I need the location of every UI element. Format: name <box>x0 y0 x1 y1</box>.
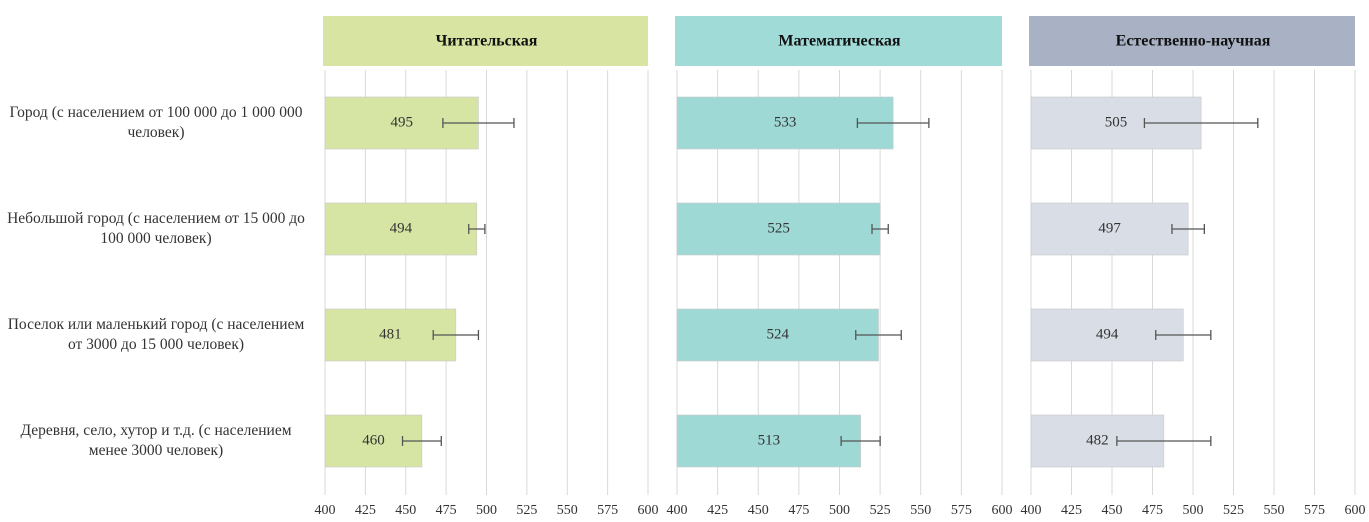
x-tick-label: 500 <box>829 503 850 518</box>
value-label: 495 <box>390 114 413 130</box>
bar <box>676 308 879 362</box>
x-tick-label: 550 <box>557 503 578 518</box>
x-tick-label: 575 <box>597 503 618 518</box>
value-label: 494 <box>390 220 413 236</box>
value-label: 533 <box>774 114 797 130</box>
x-tick-label: 525 <box>516 503 537 518</box>
panel-title: Математическая <box>778 33 901 50</box>
x-tick-label: 525 <box>1223 503 1244 518</box>
x-tick-label: 550 <box>910 503 931 518</box>
x-tick-label: 575 <box>1304 503 1325 518</box>
category-label: Деревня, село, хутор и т.д. (с население… <box>20 422 292 459</box>
x-tick-label: 500 <box>476 503 497 518</box>
category-label: Небольшой город (с населением от 15 000 … <box>7 210 305 247</box>
bar <box>676 414 861 468</box>
value-label: 505 <box>1105 114 1128 130</box>
value-label: 524 <box>767 326 790 342</box>
x-tick-label: 525 <box>870 503 891 518</box>
x-tick-label: 450 <box>748 503 769 518</box>
panel-header <box>675 16 1002 66</box>
x-tick-label: 425 <box>355 503 376 518</box>
x-tick-label: 425 <box>707 503 728 518</box>
category-label: Город (с населением от 100 000 до 1 000 … <box>9 104 303 141</box>
x-tick-label: 400 <box>1021 503 1042 518</box>
value-label: 460 <box>362 432 385 448</box>
x-tick-label: 450 <box>395 503 416 518</box>
x-tick-label: 475 <box>436 503 457 518</box>
x-tick-label: 600 <box>992 503 1013 518</box>
bar <box>324 202 478 256</box>
value-label: 513 <box>758 432 781 448</box>
panel-title: Естественно-научная <box>1116 33 1271 50</box>
x-tick-label: 550 <box>1264 503 1285 518</box>
value-label: 497 <box>1098 220 1121 236</box>
x-tick-label: 575 <box>951 503 972 518</box>
value-label: 482 <box>1086 432 1109 448</box>
value-label: 494 <box>1096 326 1119 342</box>
bar <box>1030 202 1189 256</box>
panel-title: Читательская <box>436 33 538 50</box>
value-label: 525 <box>767 220 790 236</box>
x-tick-label: 600 <box>1345 503 1366 518</box>
panel-header <box>1029 16 1355 66</box>
x-tick-label: 500 <box>1183 503 1204 518</box>
x-tick-label: 400 <box>667 503 688 518</box>
x-tick-label: 450 <box>1102 503 1123 518</box>
x-tick-label: 400 <box>315 503 336 518</box>
x-tick-label: 475 <box>788 503 809 518</box>
category-label: Поселок или маленький город (с население… <box>7 316 305 353</box>
x-tick-label: 425 <box>1061 503 1082 518</box>
value-label: 481 <box>379 326 402 342</box>
bar <box>676 202 881 256</box>
x-tick-label: 475 <box>1142 503 1163 518</box>
panel-header <box>323 16 648 66</box>
x-tick-label: 600 <box>638 503 659 518</box>
